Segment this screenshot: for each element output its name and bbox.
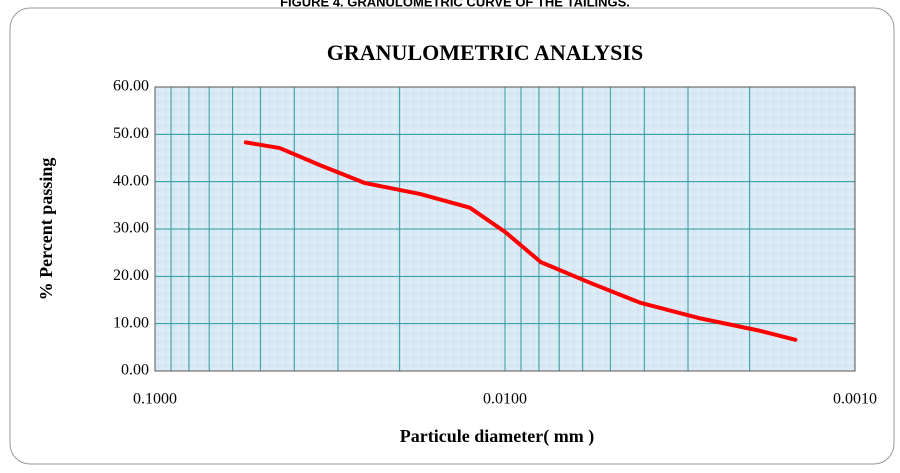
y-tick-label: 10.00 <box>113 314 149 331</box>
y-tick-label: 30.00 <box>113 220 149 237</box>
x-tick-label: 0.0010 <box>833 391 877 408</box>
y-tick-label: 20.00 <box>113 267 149 284</box>
x-axis-label: Particule diameter( mm ) <box>400 426 594 447</box>
x-tick-label: 0.1000 <box>133 391 177 408</box>
x-tick-label: 0.0100 <box>483 391 527 408</box>
chart-title: GRANULOMETRIC ANALYSIS <box>327 40 643 65</box>
y-tick-label: 0.00 <box>121 362 149 379</box>
y-tick-label: 60.00 <box>113 78 149 95</box>
y-tick-label: 50.00 <box>113 125 149 142</box>
y-tick-label: 40.00 <box>113 172 149 189</box>
plot-border <box>154 86 856 372</box>
y-axis-label: % Percent passing <box>36 158 56 301</box>
caption: FIGURE 4. GRANULOMETRIC CURVE OF THE TAI… <box>280 0 630 9</box>
data-line <box>243 140 798 342</box>
